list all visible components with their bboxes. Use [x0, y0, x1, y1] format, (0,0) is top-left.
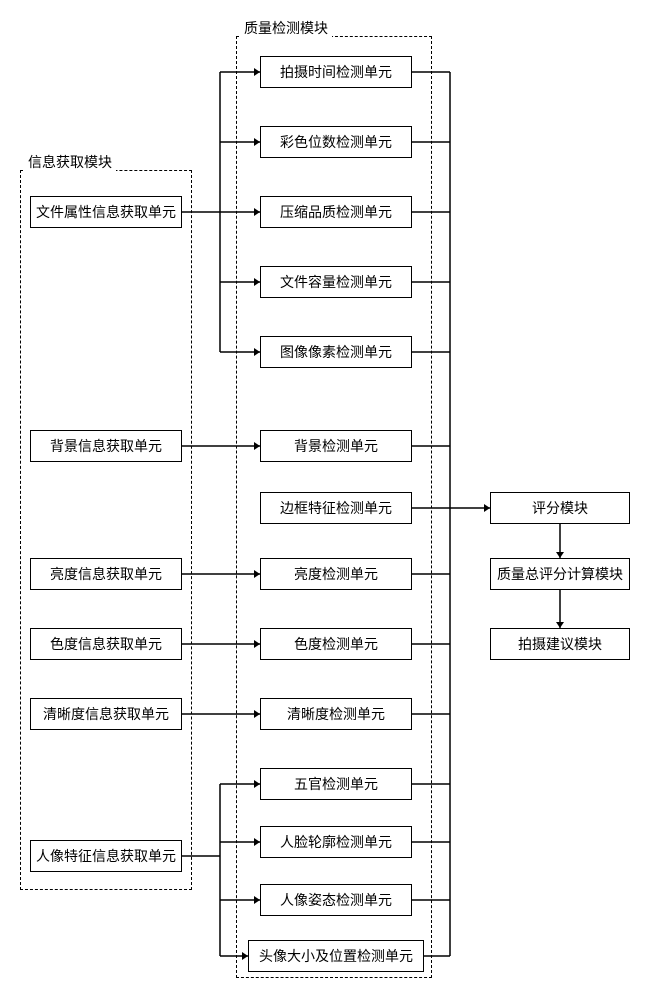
box-file-size-detect: 文件容量检测单元 [260, 266, 412, 298]
box-clarity-detect: 清晰度检测单元 [260, 698, 412, 730]
group-info-module [20, 170, 192, 890]
box-border-detect: 边框特征检测单元 [260, 492, 412, 524]
box-background-detect: 背景检测单元 [260, 430, 412, 462]
box-clarity-info: 清晰度信息获取单元 [30, 698, 182, 730]
box-facial-detect: 五官检测单元 [260, 768, 412, 800]
box-brightness-info: 亮度信息获取单元 [30, 558, 182, 590]
box-pixels-detect: 图像像素检测单元 [260, 336, 412, 368]
box-suggestion-module: 拍摄建议模块 [490, 628, 630, 660]
box-file-attr-info: 文件属性信息获取单元 [30, 196, 182, 228]
group-info-module-title: 信息获取模块 [24, 152, 116, 172]
box-chroma-detect: 色度检测单元 [260, 628, 412, 660]
box-chroma-info: 色度信息获取单元 [30, 628, 182, 660]
box-face-outline-detect: 人脸轮廓检测单元 [260, 826, 412, 858]
box-portrait-info: 人像特征信息获取单元 [30, 840, 182, 872]
box-brightness-detect: 亮度检测单元 [260, 558, 412, 590]
box-posture-detect: 人像姿态检测单元 [260, 884, 412, 916]
box-shoot-time-detect: 拍摄时间检测单元 [260, 56, 412, 88]
group-quality-module-title: 质量检测模块 [240, 18, 332, 38]
box-total-score-module: 质量总评分计算模块 [490, 558, 630, 590]
box-color-bits-detect: 彩色位数检测单元 [260, 126, 412, 158]
box-head-size-detect: 头像大小及位置检测单元 [248, 940, 424, 972]
box-background-info: 背景信息获取单元 [30, 430, 182, 462]
box-scoring-module: 评分模块 [490, 492, 630, 524]
box-compression-detect: 压缩品质检测单元 [260, 196, 412, 228]
